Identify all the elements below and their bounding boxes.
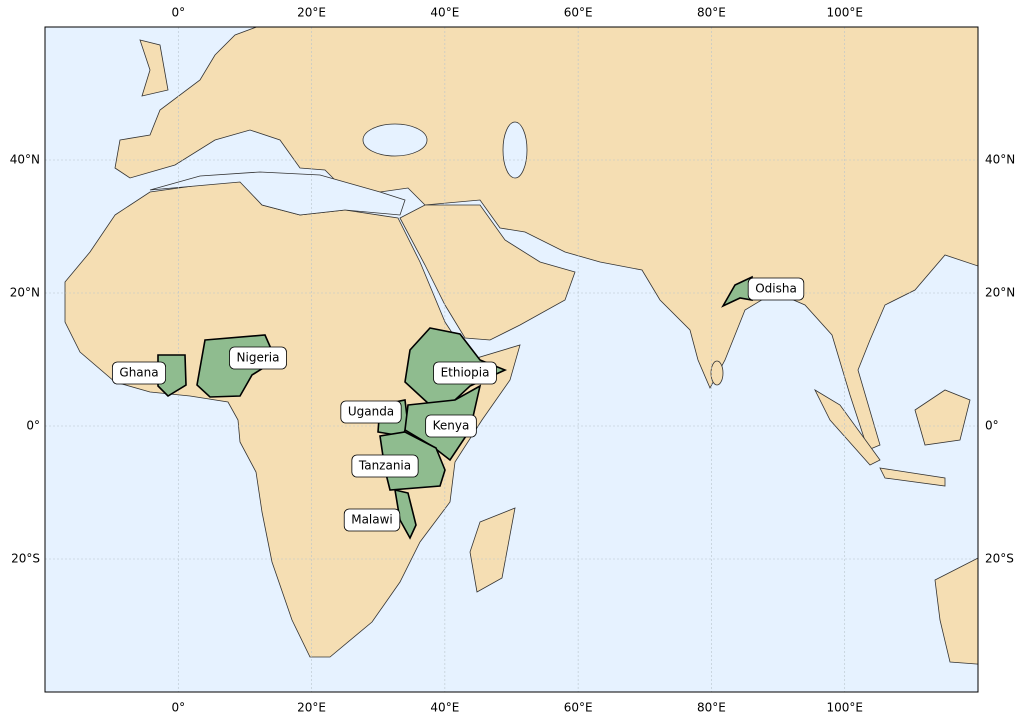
australia — [934, 557, 978, 665]
y-tick-label: 0° — [985, 419, 999, 433]
y-tick-label: 0° — [26, 419, 40, 433]
x-tick-label: 100°E — [826, 701, 863, 715]
region-label: Kenya — [433, 419, 470, 433]
java — [879, 467, 946, 487]
label-box — [351, 454, 419, 478]
region-label: Uganda — [348, 405, 394, 419]
region-label: Odisha — [755, 282, 797, 296]
x-tick-label: 100°E — [826, 6, 863, 20]
labels: Ghana Nigeria Ethiopia Uganda Kenya Tanzania M… — [111, 277, 805, 532]
x-tick-label: 60°E — [564, 6, 593, 20]
label-box — [340, 400, 402, 424]
x-tick-label: 20°E — [297, 701, 326, 715]
great-britain — [139, 39, 169, 97]
region-label: Tanzania — [358, 459, 411, 473]
label-box — [747, 277, 805, 301]
madagascar — [469, 507, 516, 593]
label-box — [229, 346, 287, 370]
mediterranean — [149, 171, 406, 216]
land-layer — [64, 27, 978, 665]
x-tick-label: 0° — [171, 701, 185, 715]
y-tick-label: 40°N — [10, 153, 40, 167]
label-box — [111, 361, 167, 385]
region-label: Ethiopia — [441, 366, 490, 380]
ticks: 0° 0° 20°E 20°E 40°E 40°E 60°E 60°E 80°E 80°E 100°… — [10, 6, 1016, 715]
x-tick-label: 40°E — [430, 6, 459, 20]
region-label: Ghana — [119, 366, 158, 380]
x-tick-label: 40°E — [430, 701, 459, 715]
y-tick-label: 20°S — [11, 552, 40, 566]
label-box — [425, 414, 477, 438]
x-tick-label: 80°E — [697, 701, 726, 715]
label-box — [343, 508, 401, 532]
y-tick-label: 20°N — [10, 286, 40, 300]
y-tick-label: 40°N — [985, 153, 1015, 167]
x-tick-label: 60°E — [564, 701, 593, 715]
frame — [44, 26, 979, 693]
label-box — [433, 361, 497, 385]
sri-lanka — [710, 360, 724, 386]
x-tick-label: 80°E — [697, 6, 726, 20]
borneo — [914, 389, 971, 446]
caspian-sea — [502, 121, 528, 179]
sumatra — [814, 388, 881, 466]
eurasia — [114, 27, 978, 451]
region-label: Malawi — [351, 513, 393, 527]
region-label: Nigeria — [237, 351, 280, 365]
y-tick-label: 20°S — [985, 552, 1014, 566]
y-tick-label: 20°N — [985, 286, 1015, 300]
black-sea — [362, 123, 428, 157]
x-tick-label: 0° — [171, 6, 185, 20]
x-tick-label: 20°E — [297, 6, 326, 20]
